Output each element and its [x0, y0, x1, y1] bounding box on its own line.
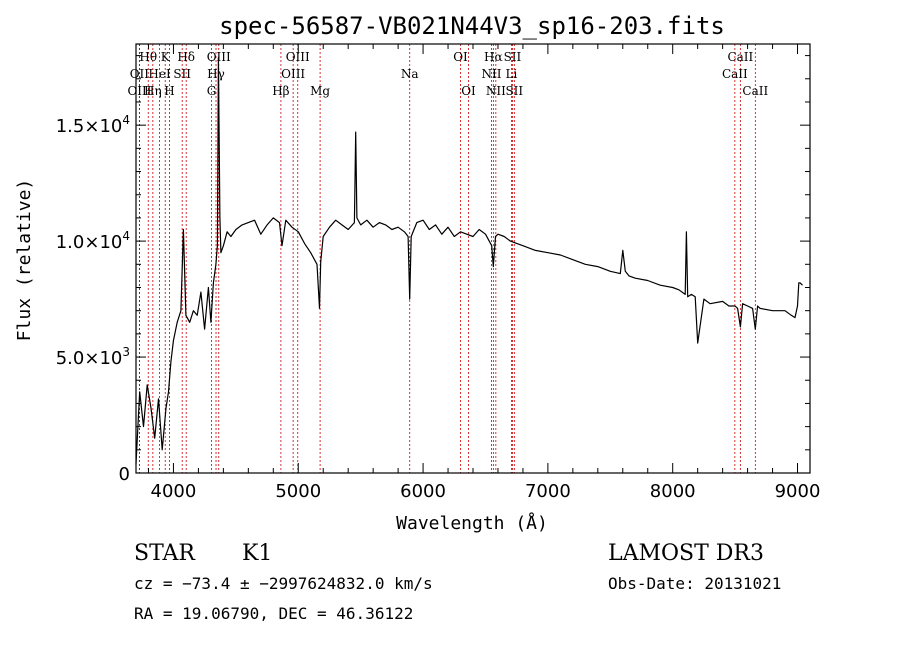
x-tick-label-2: 6000	[400, 481, 446, 502]
y-tick-label-2: 1.0×104	[56, 229, 130, 253]
y-axis-label: Flux (relative)	[14, 179, 35, 342]
marker-label-15: Mg	[310, 84, 330, 98]
marker-label-2: OIII	[127, 84, 151, 98]
coordinates: RA = 19.06790, DEC = 46.36122	[134, 604, 413, 623]
y-tick-label-0: 0	[119, 464, 130, 485]
x-tick-label-1: 5000	[275, 481, 321, 502]
x-tick-label-4: 8000	[650, 481, 696, 502]
marker-label-7: SII	[173, 67, 191, 81]
redshift-line: cz = −73.4 ± −2997624832.0 km/s	[134, 574, 433, 593]
object-class: STAR	[134, 541, 196, 566]
marker-label-26: CaII	[722, 67, 748, 81]
marker-label-14: Hβ	[272, 84, 289, 98]
object-subclass: K1	[242, 541, 272, 566]
y-tick-label-3: 1.5×104	[56, 113, 130, 137]
marker-label-25: CaII	[727, 50, 753, 64]
x-axis-ticks: 4000 5000 6000 7000 8000 9000	[147, 44, 821, 502]
marker-label-6: Hδ	[177, 50, 195, 64]
marker-label-11: G	[207, 84, 217, 98]
observation-date: Obs-Date: 20131021	[608, 574, 781, 593]
marker-label-9: OIII	[207, 50, 231, 64]
spectrum-line	[135, 57, 803, 464]
emission-line-markers	[138, 44, 756, 473]
marker-label-8: H	[164, 84, 174, 98]
marker-label-4: HeI	[148, 67, 171, 81]
x-tick-label-0: 4000	[151, 481, 197, 502]
marker-label-21: NII	[481, 67, 501, 81]
marker-label-10: Hγ	[207, 67, 225, 81]
y-axis-ticks: 0 5.0×103 1.0×104 1.5×104	[56, 55, 810, 485]
emission-line-labels: Hθ OII OIII K HeI Hη Hδ SII H OIII Hγ G OIII OIII Hβ Mg…	[127, 50, 768, 98]
marker-label-23: NII	[486, 84, 506, 98]
marker-label-13: OIII	[281, 67, 305, 81]
marker-label-16: Na	[401, 67, 419, 81]
marker-label-27: CaII	[742, 84, 768, 98]
marker-label-24: SII	[505, 84, 523, 98]
marker-label-20: SII	[504, 50, 522, 64]
x-axis-label: Wavelength (Å)	[396, 512, 548, 534]
survey-name: LAMOST DR3	[608, 541, 764, 566]
marker-label-0: Hθ	[139, 50, 157, 64]
marker-label-22: Li	[506, 67, 518, 81]
plot-frame	[135, 43, 811, 474]
x-tick-label-3: 7000	[525, 481, 571, 502]
marker-label-1: OII	[130, 67, 150, 81]
marker-label-18: OI	[461, 84, 476, 98]
y-tick-label-1: 5.0×103	[56, 345, 130, 369]
x-tick-label-5: 9000	[775, 481, 821, 502]
chart-title: spec-56587-VB021N44V3_sp16-203.fits	[219, 12, 725, 40]
marker-label-5: Hη	[144, 84, 162, 98]
marker-label-12: OIII	[286, 50, 310, 64]
marker-label-19: Hα	[484, 50, 503, 64]
marker-label-17: OI	[453, 50, 468, 64]
marker-label-3: K	[161, 50, 171, 64]
